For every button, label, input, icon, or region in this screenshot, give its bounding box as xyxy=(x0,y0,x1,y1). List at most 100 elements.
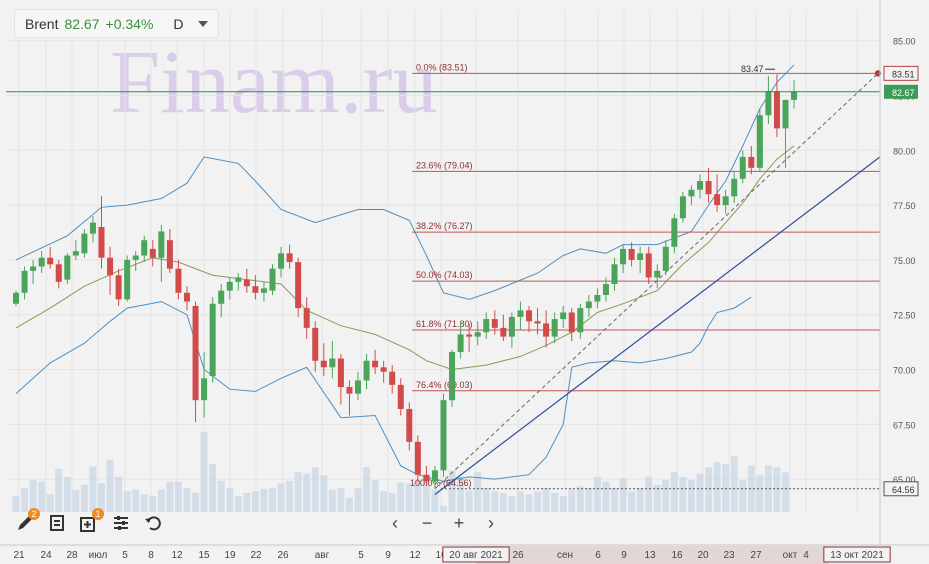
price-tick-label: 85.00 xyxy=(893,37,916,47)
undo-icon xyxy=(145,516,161,531)
volume-bar xyxy=(602,481,610,512)
price-tick-label: 72.50 xyxy=(893,311,916,321)
candle-body xyxy=(107,257,114,276)
volume-bar xyxy=(320,475,328,512)
fib-level-label: 38.2% (76.27) xyxy=(416,221,473,231)
volume-bar xyxy=(687,480,695,512)
date-tick-label: 9 xyxy=(385,550,391,561)
volume-bar xyxy=(354,488,362,512)
candle-body xyxy=(55,264,62,282)
ticker-panel[interactable]: Brent 82.67 +0.34% D xyxy=(14,9,219,38)
period-selector[interactable]: D xyxy=(173,15,184,32)
undo-button[interactable] xyxy=(140,510,166,536)
volume-bar xyxy=(243,492,251,512)
add-indicator-button[interactable]: 1 xyxy=(76,508,104,536)
volume-bar xyxy=(764,465,772,512)
low-price-tag: 64.56 xyxy=(892,485,915,495)
zoom-in-button[interactable]: + xyxy=(453,513,465,533)
date-tick-label: 15 xyxy=(198,550,210,561)
date-tick-label: 22 xyxy=(250,550,262,561)
candle-body xyxy=(243,279,250,287)
candle-body xyxy=(337,358,344,388)
peak-annotation: 83.47 xyxy=(741,64,764,74)
date-tick-label: 26 xyxy=(512,550,524,561)
candle-body xyxy=(269,268,276,291)
candle-body xyxy=(397,384,404,409)
candle-body xyxy=(184,292,190,302)
candle-body xyxy=(440,400,447,471)
date-tick-label: сен xyxy=(557,550,573,561)
candle-body xyxy=(602,284,609,295)
candle-body xyxy=(508,316,515,337)
candle-body xyxy=(748,156,755,168)
volume-bar xyxy=(696,473,704,512)
scroll-left-button[interactable]: ‹ xyxy=(392,513,398,533)
candle-body xyxy=(30,266,37,271)
volume-bar xyxy=(405,483,413,512)
volume-bar xyxy=(705,467,713,512)
volume-bar xyxy=(89,466,97,512)
volume-bar xyxy=(140,494,148,512)
candle-body xyxy=(756,115,763,168)
price-tick-label: 77.50 xyxy=(893,201,916,211)
candle-body xyxy=(295,262,302,309)
candle-body xyxy=(303,308,310,328)
list-button[interactable] xyxy=(44,510,70,536)
candle-body xyxy=(765,91,772,116)
candle-body xyxy=(38,257,45,267)
volume-bar xyxy=(722,464,730,512)
last-price-tag: 82.67 xyxy=(892,88,915,98)
candle-body xyxy=(431,470,438,482)
volume-bar xyxy=(226,488,234,512)
volume-bar xyxy=(328,489,336,512)
volume-bar xyxy=(482,488,490,512)
chevron-down-icon[interactable] xyxy=(197,20,208,27)
settings-sliders-button[interactable] xyxy=(108,510,134,536)
fib-level-label: 76.4% (69.03) xyxy=(416,380,473,390)
candle-body xyxy=(380,367,387,372)
add-badge: 1 xyxy=(92,508,104,520)
date-range-highlight xyxy=(476,546,829,564)
candle-body xyxy=(423,474,430,482)
price-tick-label: 70.00 xyxy=(893,366,916,376)
candle-body xyxy=(346,387,353,394)
candle-body xyxy=(739,156,746,179)
volume-bar xyxy=(311,467,319,512)
volume-bar xyxy=(619,478,627,512)
volume-bar xyxy=(251,491,259,512)
volume-bar xyxy=(277,483,285,512)
drawing-badge: 2 xyxy=(28,508,40,520)
volume-bar xyxy=(149,496,157,512)
volume-bar xyxy=(269,488,276,512)
volume-bar xyxy=(363,467,371,512)
candle-body xyxy=(312,327,319,361)
volume-bar xyxy=(611,488,618,512)
candle-body xyxy=(252,286,259,293)
candle-body xyxy=(457,334,464,352)
volume-bar xyxy=(440,505,447,512)
ticker-symbol: Brent xyxy=(25,15,59,32)
candle-body xyxy=(466,334,473,337)
date-tick-label: 16 xyxy=(435,550,447,561)
candle-body xyxy=(697,180,703,190)
date-tick-label: окт xyxy=(783,550,798,561)
candle-body xyxy=(500,327,507,337)
pencil-tool-button[interactable]: 2 xyxy=(12,508,40,536)
candle-body xyxy=(141,240,148,256)
candle-body xyxy=(526,310,532,322)
volume-bar xyxy=(670,472,678,512)
volume-bar xyxy=(303,473,311,512)
scroll-right-button[interactable]: › xyxy=(488,513,494,533)
candle-body xyxy=(731,178,738,197)
price-tick-label: 80.00 xyxy=(893,146,916,156)
price-tick-label: 75.00 xyxy=(893,256,916,266)
volume-bar xyxy=(739,480,747,512)
volume-bar xyxy=(115,476,123,512)
candle-body xyxy=(577,308,584,333)
date-marker-box xyxy=(442,546,510,563)
candle-body xyxy=(662,246,669,271)
zoom-out-button[interactable]: − xyxy=(421,513,433,533)
candle-body xyxy=(474,332,481,337)
volume-bar xyxy=(209,464,217,512)
